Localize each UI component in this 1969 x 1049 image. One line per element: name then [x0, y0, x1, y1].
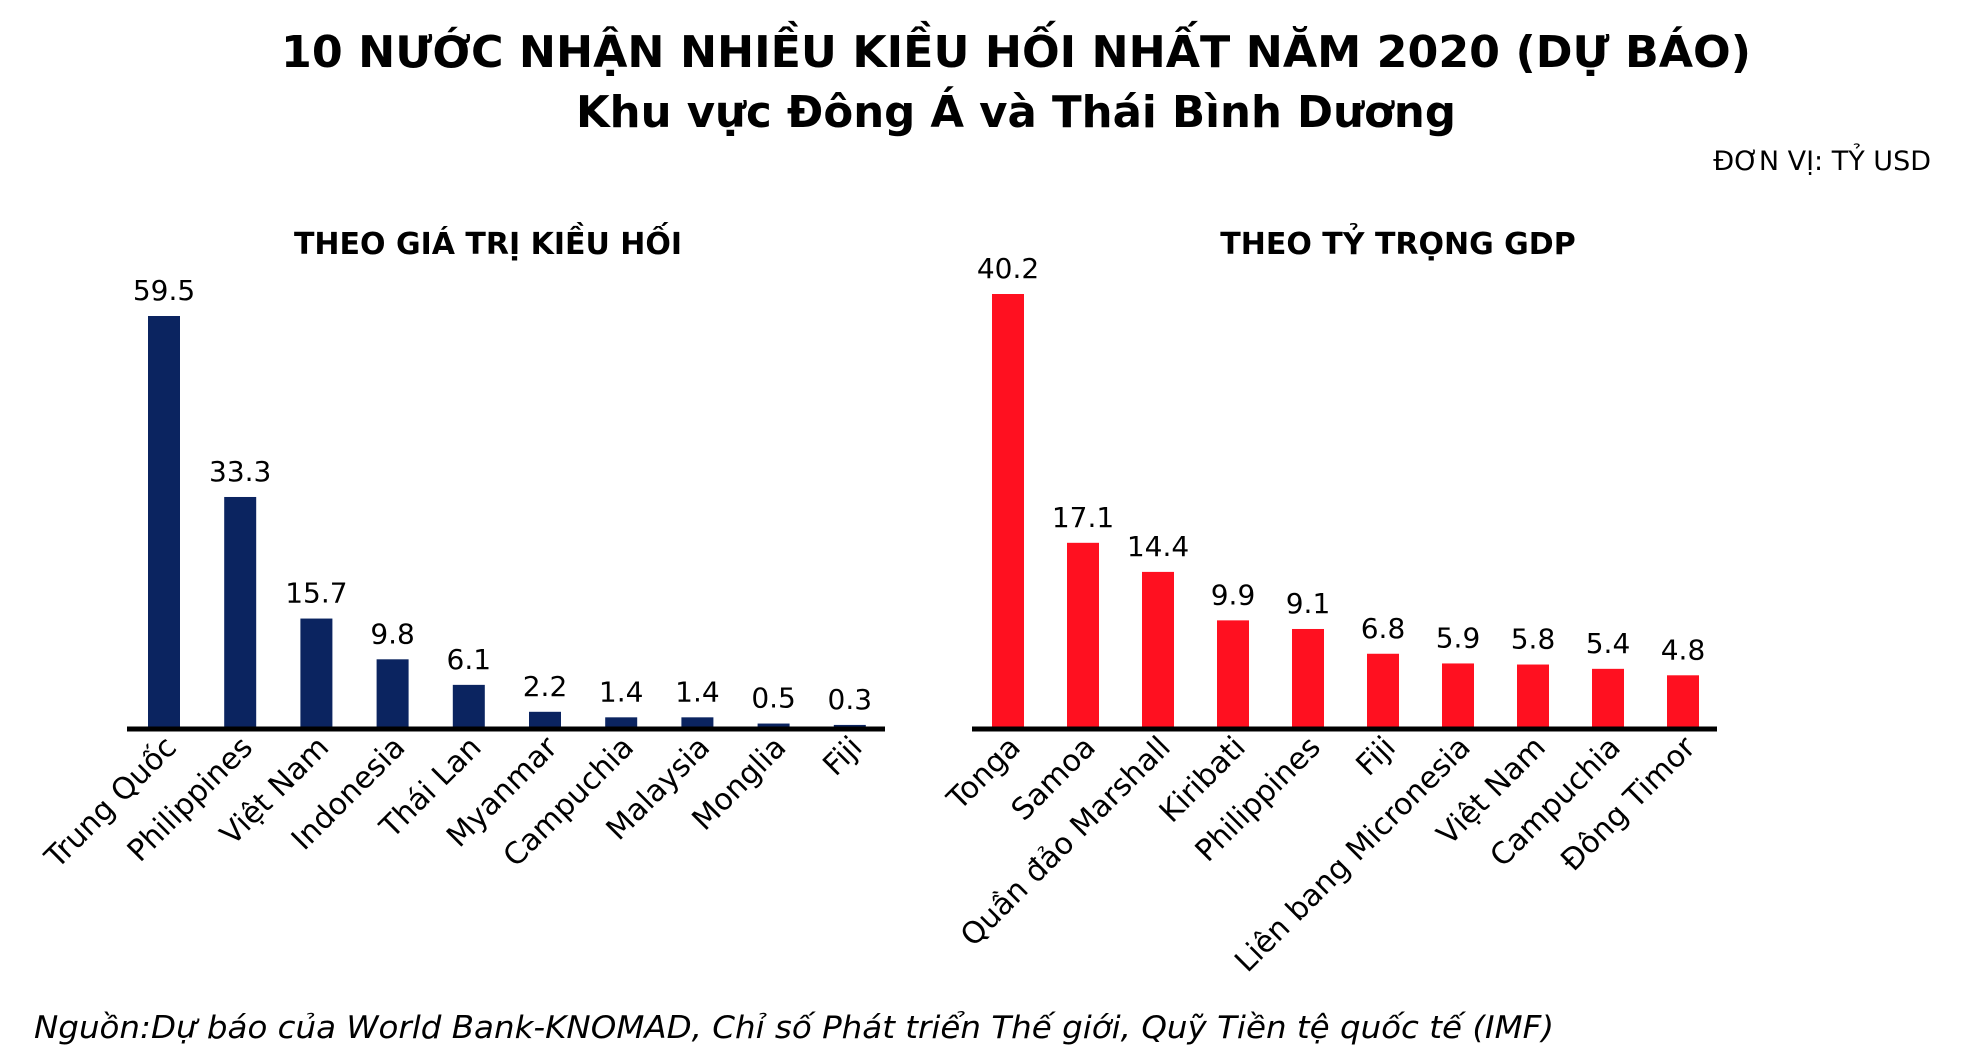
data-label: 9.8 — [370, 617, 415, 650]
data-label: 0.5 — [751, 682, 796, 715]
data-label: 6.1 — [447, 643, 492, 676]
data-label: 59.5 — [133, 274, 195, 307]
data-label: 15.7 — [285, 577, 347, 610]
bar — [1067, 542, 1099, 727]
bar — [224, 496, 257, 727]
main-title: 10 NƯỚC NHẬN NHIỀU KIỀU HỐI NHẤT NĂM 202… — [281, 19, 1751, 78]
data-label: 17.1 — [1052, 501, 1114, 534]
chart-title: THEO TỶ TRỌNG GDP — [1220, 223, 1575, 262]
unit-label: ĐƠN VỊ: TỶ USD — [1713, 143, 1931, 177]
chart-gdp-share: THEO TỶ TRỌNG GDP40.2Tonga17.1Samoa14.4Q… — [940, 223, 1717, 979]
bar — [992, 294, 1024, 727]
data-label: 14.4 — [1127, 530, 1189, 563]
bar — [1142, 571, 1174, 727]
data-label: 4.8 — [1661, 633, 1706, 666]
data-label: 2.2 — [523, 670, 568, 703]
bar — [1367, 653, 1399, 727]
bar — [1517, 664, 1549, 727]
bar — [1592, 668, 1624, 727]
bar — [1217, 620, 1249, 727]
data-label: 9.9 — [1211, 578, 1256, 611]
category-label: Fiji — [816, 730, 869, 783]
data-label: 5.4 — [1586, 627, 1631, 660]
bar — [1442, 663, 1474, 727]
data-label: 9.1 — [1286, 587, 1331, 620]
bar — [1667, 675, 1699, 727]
chart-title: THEO GIÁ TRỊ KIỀU HỐI — [294, 221, 682, 262]
main-subtitle: Khu vực Đông Á và Thái Bình Dương — [576, 85, 1456, 138]
bar — [605, 717, 638, 727]
bar — [529, 711, 561, 727]
data-label: 5.9 — [1436, 621, 1481, 654]
data-label: 40.2 — [977, 252, 1039, 285]
bar — [452, 684, 485, 727]
bar — [757, 723, 790, 727]
data-label: 1.4 — [599, 675, 644, 708]
bar — [376, 659, 409, 727]
bar — [148, 316, 180, 727]
data-label: 33.3 — [209, 455, 271, 488]
category-label: Fiji — [1350, 730, 1403, 783]
bar — [833, 724, 866, 727]
data-label: 5.8 — [1511, 623, 1556, 656]
source-note: Nguồn:Dự báo của World Bank-KNOMAD, Chỉ … — [34, 1010, 1554, 1046]
data-label: 6.8 — [1361, 612, 1406, 645]
data-label: 0.3 — [828, 683, 873, 716]
bar — [1292, 628, 1324, 727]
bar — [681, 717, 714, 727]
data-label: 1.4 — [675, 675, 720, 708]
bar — [300, 618, 333, 727]
